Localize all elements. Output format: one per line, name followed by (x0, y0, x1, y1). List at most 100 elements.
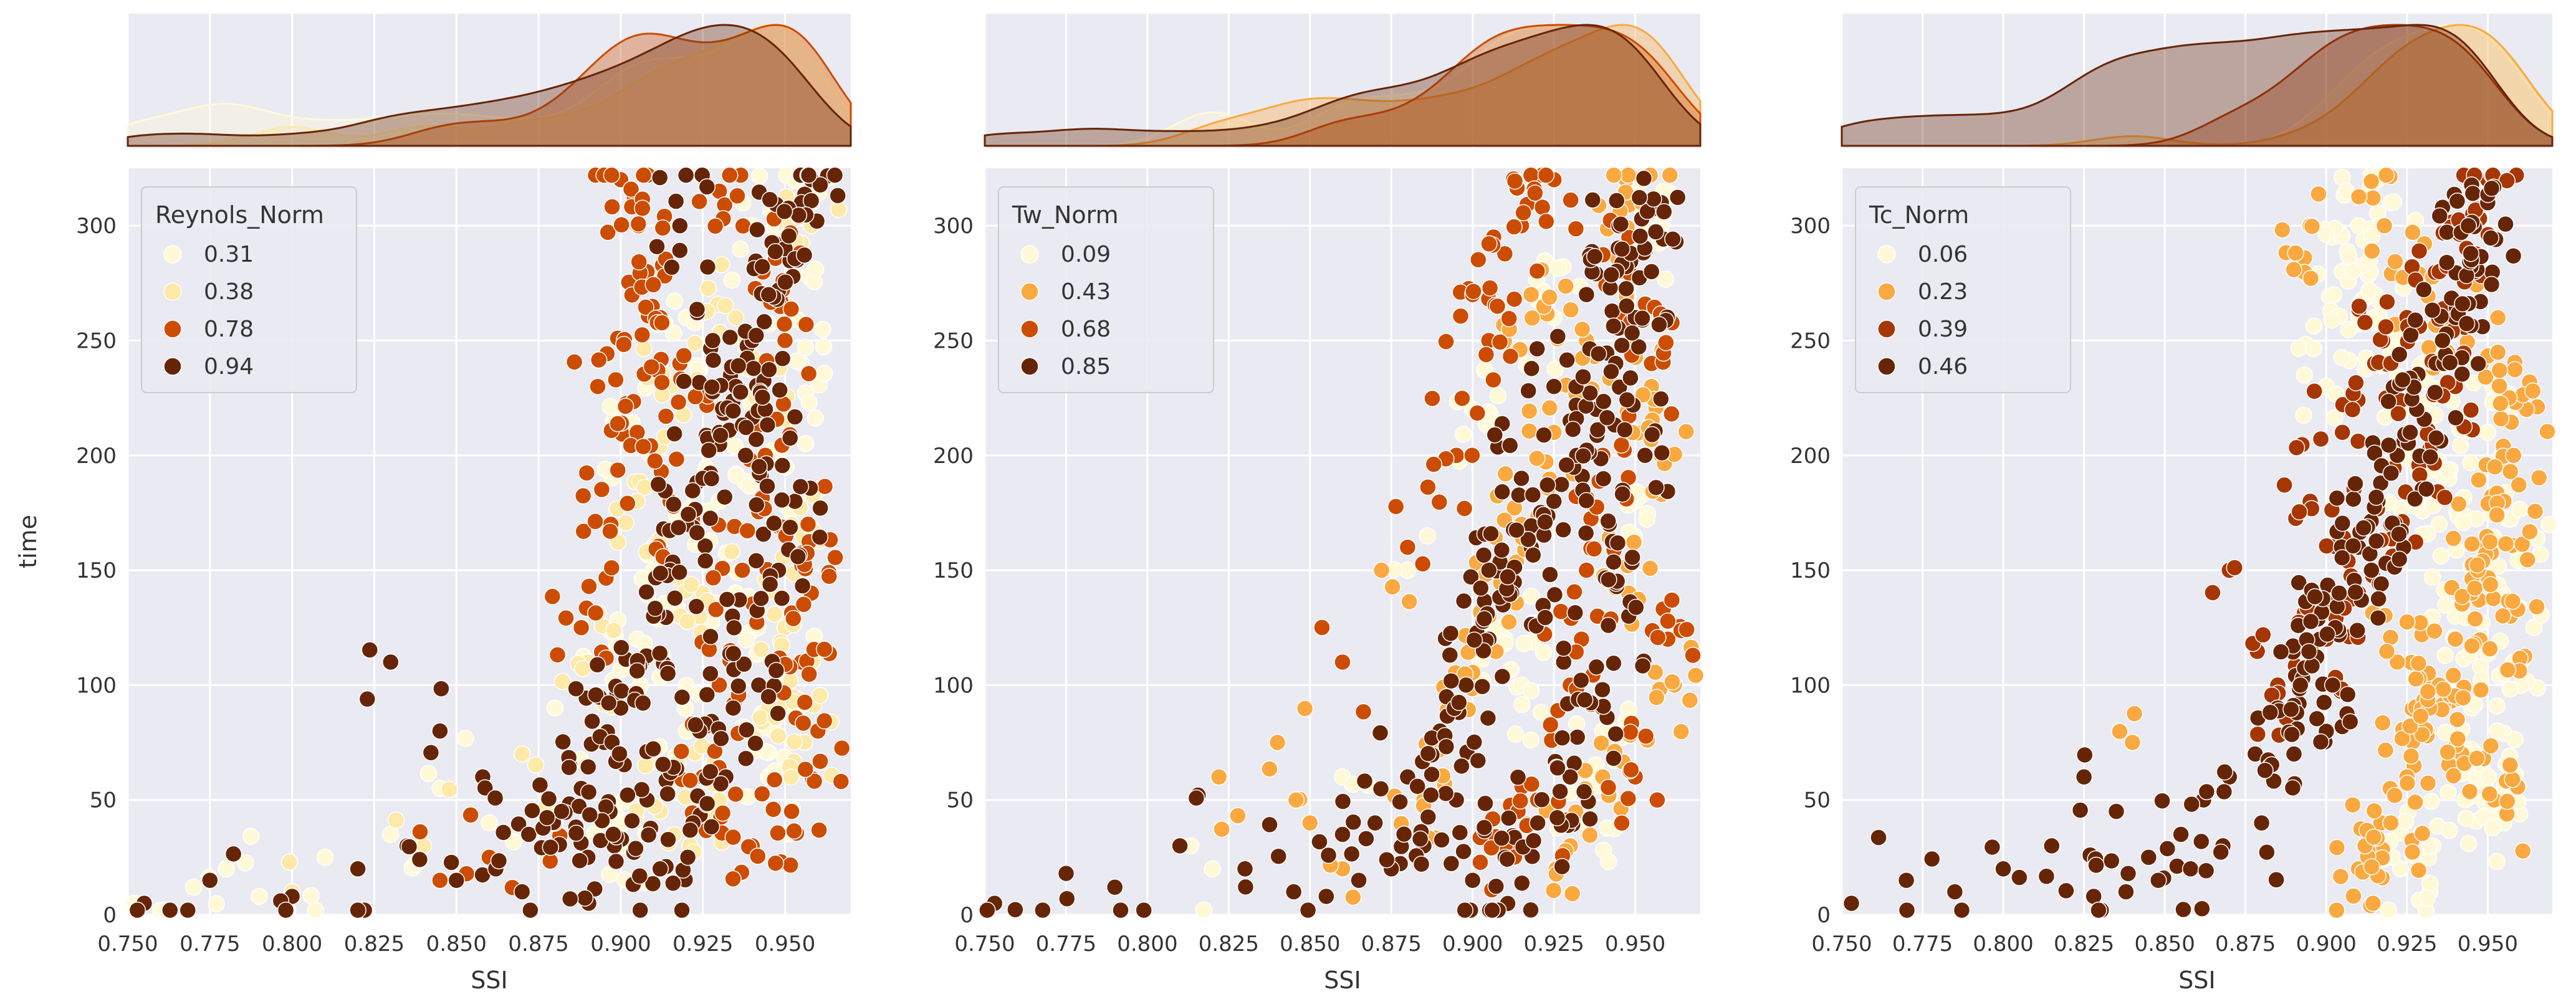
point-0.94 (688, 300, 706, 318)
point-0.09 (1515, 634, 1533, 652)
legend-box (998, 186, 1214, 393)
point-0.85 (1482, 525, 1500, 543)
y-tick-label: 100 (76, 673, 117, 698)
point-0.68 (1472, 854, 1489, 871)
x-tick-label: 0.750 (97, 932, 158, 957)
legend-marker (1020, 282, 1039, 301)
point-0.39 (2350, 297, 2368, 315)
point-0.78 (599, 224, 616, 241)
point-0.78 (630, 253, 648, 271)
point-0.43 (1520, 422, 1538, 440)
point-0.43 (1677, 422, 1695, 441)
point-0.06 (2479, 424, 2497, 441)
point-0.78 (572, 619, 590, 636)
point-0.68 (1468, 404, 1487, 422)
point-0.06 (2396, 813, 2414, 831)
x-tick-label: 0.800 (1973, 932, 2033, 957)
point-0.85 (1442, 672, 1460, 690)
point-0.85 (1525, 832, 1543, 849)
point-0.85 (1558, 456, 1575, 474)
point-0.23 (2466, 610, 2484, 628)
point-0.85 (1554, 521, 1572, 538)
point-0.43 (1562, 301, 1580, 319)
point-0.46 (2284, 779, 2302, 797)
point-0.09 (1533, 704, 1550, 721)
point-0.46 (2438, 223, 2456, 241)
point-0.85 (1536, 513, 1554, 531)
point-0.85 (1553, 729, 1571, 747)
point-0.43 (1344, 888, 1362, 906)
point-0.31 (316, 849, 334, 866)
point-0.78 (657, 408, 675, 425)
point-0.78 (795, 714, 812, 732)
point-0.85 (1584, 191, 1602, 209)
point-0.94 (554, 733, 572, 751)
point-0.78 (734, 561, 751, 579)
point-0.23 (2494, 607, 2512, 625)
x-tick-label: 0.850 (426, 932, 487, 957)
point-0.85 (1319, 846, 1338, 864)
point-0.94 (627, 839, 644, 857)
point-0.46 (2119, 865, 2137, 882)
point-0.85 (1561, 768, 1579, 786)
point-0.85 (1609, 534, 1627, 552)
point-0.46 (2140, 849, 2158, 866)
point-0.23 (2364, 894, 2382, 912)
point-0.94 (671, 242, 689, 259)
point-0.78 (590, 351, 608, 369)
point-0.85 (1311, 833, 1328, 851)
point-0.78 (557, 609, 575, 627)
point-0.46 (2369, 609, 2387, 627)
legend-marker (163, 282, 182, 301)
point-0.23 (2539, 422, 2556, 441)
point-0.06 (2474, 808, 2492, 826)
point-0.94 (761, 575, 779, 593)
point-0.78 (587, 513, 604, 530)
point-0.85 (1643, 426, 1661, 444)
point-0.31 (184, 879, 203, 896)
point-0.94 (687, 716, 704, 734)
point-0.06 (2432, 547, 2449, 565)
point-0.43 (1210, 768, 1228, 786)
point-0.23 (2362, 173, 2380, 190)
marginal-kde-reynolds (127, 14, 852, 148)
point-0.23 (2449, 730, 2467, 748)
point-0.23 (2419, 683, 2437, 700)
point-0.46 (2454, 295, 2471, 313)
point-0.78 (812, 752, 829, 770)
point-0.78 (724, 828, 742, 846)
point-0.43 (1672, 723, 1690, 740)
point-0.68 (1425, 456, 1443, 473)
point-0.94 (671, 563, 688, 581)
point-0.78 (799, 515, 817, 533)
point-0.94 (773, 589, 791, 607)
point-0.94 (747, 431, 765, 448)
point-0.94 (128, 901, 146, 919)
point-0.94 (651, 565, 669, 582)
point-0.43 (1592, 734, 1610, 752)
point-0.43 (1687, 667, 1705, 684)
x-tick-label: 0.900 (2296, 932, 2357, 957)
point-0.85 (1371, 724, 1389, 742)
x-tick-label: 0.850 (2135, 932, 2195, 957)
y-tick-label: 150 (76, 558, 117, 583)
point-0.43 (1541, 399, 1559, 417)
point-0.09 (1506, 725, 1525, 743)
point-0.23 (2303, 217, 2321, 236)
point-0.46 (2482, 229, 2500, 247)
point-0.94 (400, 838, 418, 856)
point-0.31 (302, 887, 320, 904)
point-0.85 (1581, 810, 1599, 828)
point-0.85 (1433, 831, 1450, 849)
point-0.78 (574, 487, 592, 505)
legend-title: Reynols_Norm (155, 201, 324, 229)
point-0.78 (714, 804, 732, 822)
point-0.09 (1600, 853, 1617, 871)
x-tick-label: 0.950 (755, 932, 815, 957)
point-0.78 (607, 371, 625, 389)
point-0.23 (2526, 502, 2544, 520)
point-0.39 (2291, 503, 2308, 521)
point-0.06 (2423, 568, 2441, 586)
point-0.94 (781, 429, 799, 447)
point-0.23 (2463, 637, 2481, 655)
